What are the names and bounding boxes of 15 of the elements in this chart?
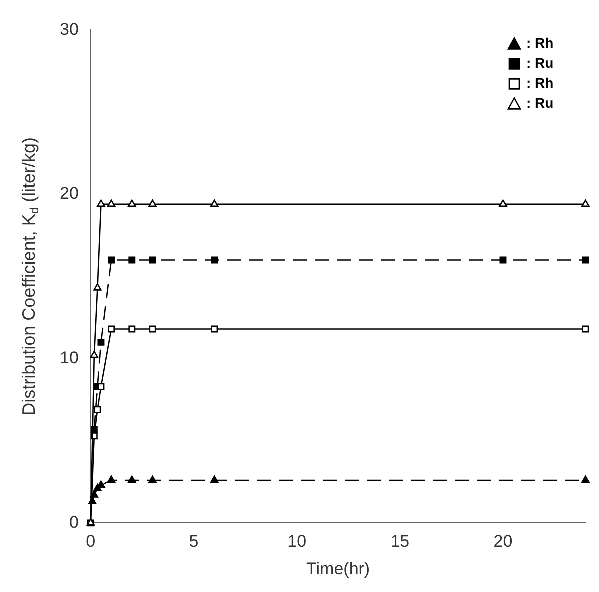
x-tick-label: 15 <box>390 532 410 552</box>
y-axis-title: Distribution Coefficient, Kd (liter/kg) <box>18 137 42 416</box>
legend-label: : Rh <box>526 75 554 92</box>
y-tick-label: 0 <box>69 512 79 532</box>
x-axis-title: Time(hr) <box>306 559 370 578</box>
x-tick-label: 0 <box>86 532 96 552</box>
x-tick-label: 20 <box>494 532 513 552</box>
y-tick-label: 30 <box>60 20 79 39</box>
legend-label: : Ru <box>526 95 554 112</box>
legend-label: : Ru <box>526 55 554 72</box>
y-tick-label: 10 <box>60 348 79 368</box>
x-tick-label: 5 <box>189 532 199 552</box>
x-tick-label: 10 <box>288 532 307 552</box>
y-tick-label: 20 <box>60 184 79 204</box>
legend-label: : Rh <box>526 35 554 52</box>
